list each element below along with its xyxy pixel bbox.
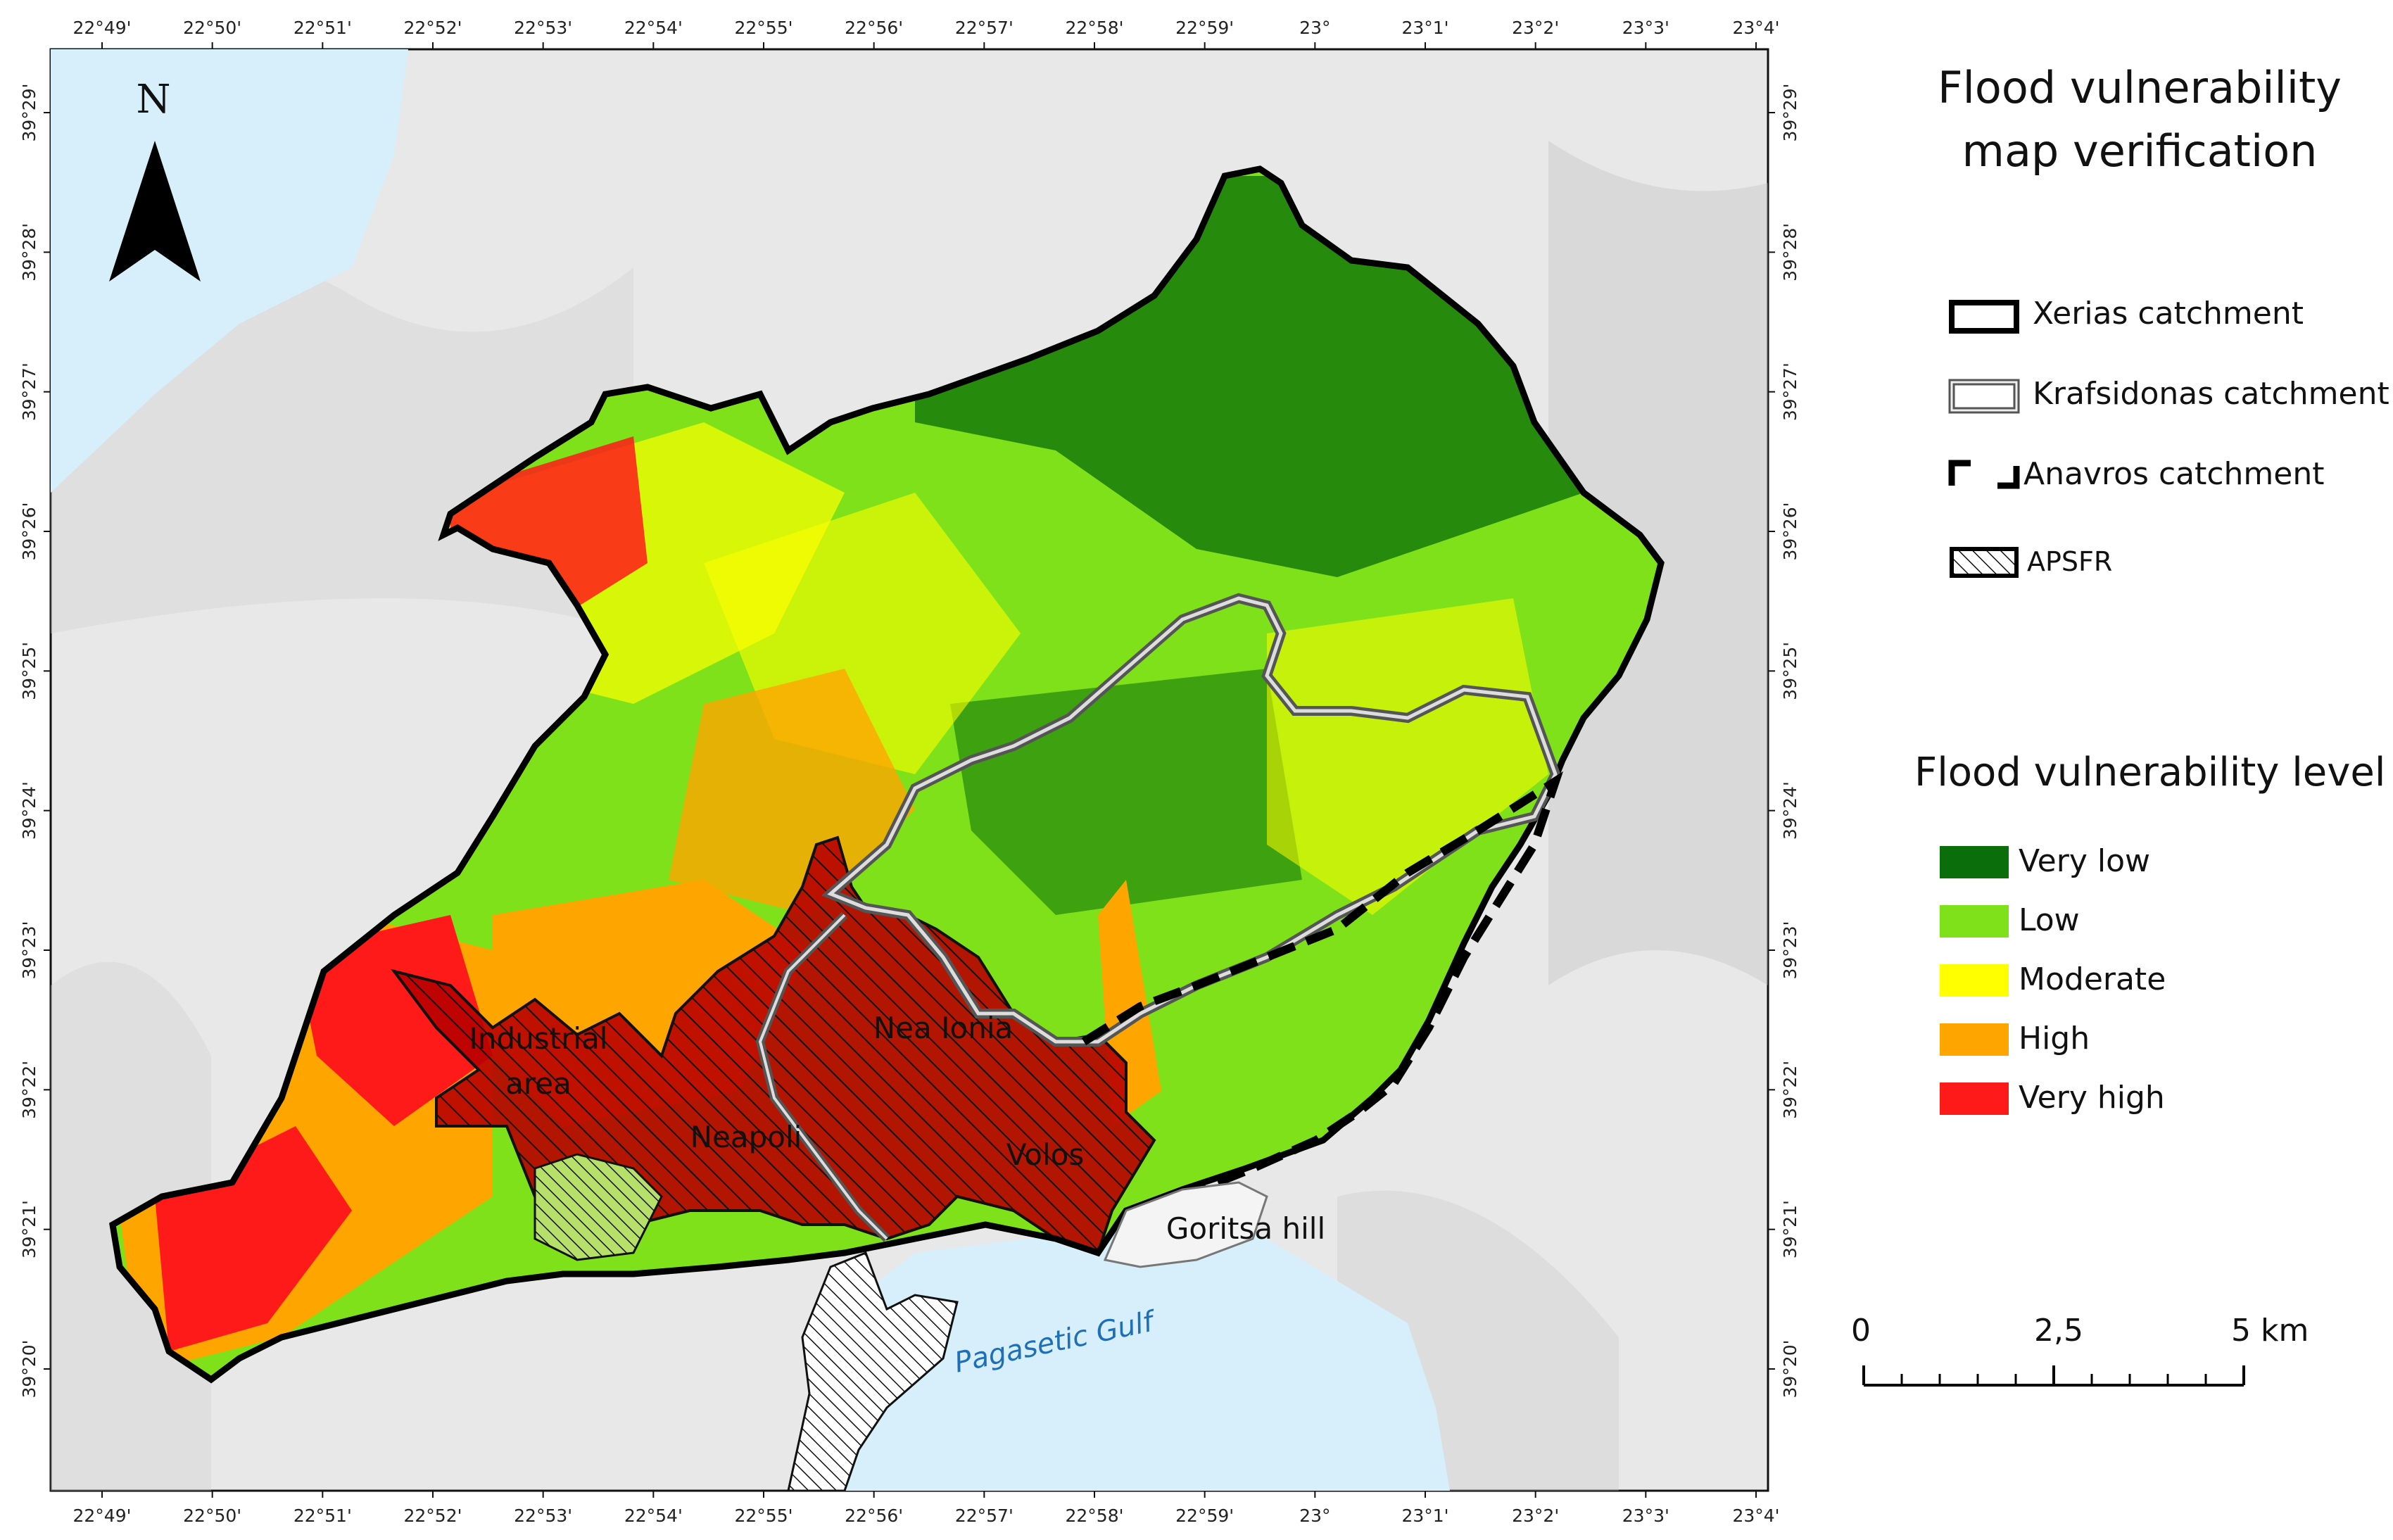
legend-xerias-symbol: [1949, 300, 2019, 334]
y-tick-label-right: 39°27': [1780, 362, 1800, 421]
legend-anavros-label: Anavros catchment: [2023, 456, 2325, 492]
north-arrow-label: N: [137, 77, 171, 122]
y-tick-label-right: 39°20': [1780, 1340, 1800, 1399]
x-ticks-top: 22°49' 22°50' 22°51' 22°52' 22°53' 22°54' 22°5…: [73, 18, 1780, 49]
y-tick-label-left: 39°23': [19, 921, 39, 980]
x-tick-label-bottom: 22°55': [735, 1506, 793, 1526]
label-volos: Volos: [1006, 1137, 1084, 1172]
x-tick-label-bottom: 23°4': [1732, 1506, 1779, 1526]
label-industrial: Industrial: [469, 1021, 608, 1056]
y-tick-label-left: 39°22': [19, 1061, 39, 1119]
x-tick-label-bottom: 22°53': [514, 1506, 572, 1526]
x-tick-label-top: 22°58': [1066, 18, 1124, 38]
y-ticks-left: 39°29' 39°28' 39°27' 39°26' 39°25' 39°24' 39°2…: [19, 84, 51, 1399]
legend-apsfr-label: APSFR: [2027, 546, 2113, 577]
map-title-line2: map verification: [1962, 125, 2318, 177]
y-tick-label-right: 39°21': [1780, 1200, 1800, 1258]
x-tick-label-top: 22°50': [183, 18, 241, 38]
x-tick-label-bottom: 22°51': [293, 1506, 352, 1526]
legend-apsfr-symbol: [1950, 547, 2019, 578]
y-tick-label-right: 39°26': [1780, 503, 1800, 561]
x-tick-label-bottom: 22°59': [1175, 1506, 1234, 1526]
x-tick-label-top: 22°52': [404, 18, 462, 38]
x-tick-label-bottom: 23°1': [1401, 1506, 1448, 1526]
x-tick-label-bottom: 22°49': [73, 1506, 132, 1526]
map-title: Flood vulnerability map verification: [1900, 56, 2379, 183]
legend-swatch-very-high: [1940, 1083, 2009, 1115]
anavros-catchment-outline: [1081, 771, 1564, 1222]
y-tick-label-left: 39°24': [19, 781, 39, 840]
north-arrow: [109, 141, 201, 282]
scale-label-5km: 5 km: [2231, 1313, 2309, 1349]
y-tick-label-left: 39°26': [19, 503, 39, 561]
x-tick-label-top: 23°: [1299, 18, 1330, 38]
legend-krafsidonas-label: Krafsidonas catchment: [2033, 376, 2389, 412]
x-tick-label-top: 23°3': [1622, 18, 1669, 38]
legend-krafsidonas-symbol: [1948, 379, 2020, 414]
y-tick-label-right: 39°22': [1780, 1061, 1800, 1119]
legend-xerias-label: Xerias catchment: [2033, 296, 2304, 332]
x-tick-label-bottom: 22°52': [404, 1506, 462, 1526]
legend-label-very-low: Very low: [2019, 843, 2150, 879]
y-tick-label-left: 39°21': [19, 1200, 39, 1258]
legend-label-very-high: Very high: [2019, 1080, 2165, 1116]
legend-swatch-moderate: [1940, 964, 2009, 997]
x-tick-label-top: 23°2': [1512, 18, 1559, 38]
y-tick-label-right: 39°29': [1780, 84, 1800, 142]
y-tick-label-right: 39°24': [1780, 781, 1800, 840]
x-tick-label-top: 22°55': [735, 18, 793, 38]
y-tick-label-right: 39°28': [1780, 223, 1800, 282]
x-tick-label-top: 22°53': [514, 18, 572, 38]
x-tick-label-bottom: 22°58': [1066, 1506, 1124, 1526]
x-tick-label-bottom: 22°50': [183, 1506, 241, 1526]
y-tick-label-left: 39°20': [19, 1340, 39, 1399]
legend-label-low: Low: [2019, 902, 2080, 938]
label-nea-ionia: Nea Ionia: [873, 1011, 1013, 1045]
map-title-line1: Flood vulnerability: [1938, 62, 2342, 113]
y-tick-label-left: 39°29': [19, 84, 39, 142]
scale-label-2-5: 2,5: [2034, 1313, 2083, 1349]
krafsidonas-catchment-outline-inner: [827, 596, 1558, 1044]
x-tick-label-bottom: 22°57': [955, 1506, 1014, 1526]
x-tick-label-bottom: 22°54': [624, 1506, 683, 1526]
legend-label-moderate: Moderate: [2019, 961, 2166, 997]
y-tick-label-left: 39°27': [19, 362, 39, 421]
y-tick-label-left: 39°25': [19, 642, 39, 700]
x-tick-label-top: 22°54': [624, 18, 683, 38]
x-tick-label-bottom: 23°: [1299, 1506, 1330, 1526]
x-tick-label-top: 23°4': [1732, 18, 1779, 38]
legend-anavros-symbol: [1948, 460, 2020, 489]
x-tick-label-top: 22°51': [293, 18, 352, 38]
y-tick-label-left: 39°28': [19, 223, 39, 282]
scale-bar: [1862, 1365, 2245, 1387]
legend-swatch-low: [1940, 905, 2009, 938]
x-tick-label-bottom: 22°56': [845, 1506, 903, 1526]
x-tick-label-top: 23°1': [1401, 18, 1448, 38]
x-tick-label-top: 22°56': [845, 18, 903, 38]
x-tick-label-top: 22°57': [955, 18, 1014, 38]
legend-swatch-very-low: [1940, 846, 2009, 878]
y-tick-label-right: 39°25': [1780, 642, 1800, 700]
x-tick-label-top: 22°59': [1175, 18, 1234, 38]
goritsa-hill: [1103, 1181, 1268, 1268]
xerias-catchment-outline: [109, 165, 1665, 1384]
label-goritsa-hill: Goritsa hill: [1166, 1211, 1325, 1246]
x-tick-label-top: 22°49': [73, 18, 132, 38]
x-tick-label-bottom: 23°3': [1622, 1506, 1669, 1526]
sea-northwest: [51, 49, 408, 493]
x-tick-label-bottom: 23°2': [1512, 1506, 1559, 1526]
y-tick-label-right: 39°23': [1780, 921, 1800, 980]
legend-label-high: High: [2019, 1021, 2090, 1056]
legend-swatch-high: [1940, 1023, 2009, 1056]
label-industrial-area: area: [505, 1066, 572, 1101]
sea-pagasetic-gulf: [816, 1218, 1450, 1491]
label-neapoli: Neapoli: [690, 1120, 802, 1154]
scale-label-0: 0: [1851, 1313, 1871, 1349]
y-ticks-right: 39°29' 39°28' 39°27' 39°26' 39°25' 39°24' 39°2…: [1768, 84, 1800, 1399]
apsfr-urban-area: [391, 835, 1156, 1492]
vulnerability-legend-title: Flood vulnerability level: [1914, 750, 2386, 795]
x-ticks-bottom: 22°49' 22°50' 22°51' 22°52' 22°53' 22°54' 22°5…: [73, 1491, 1780, 1526]
